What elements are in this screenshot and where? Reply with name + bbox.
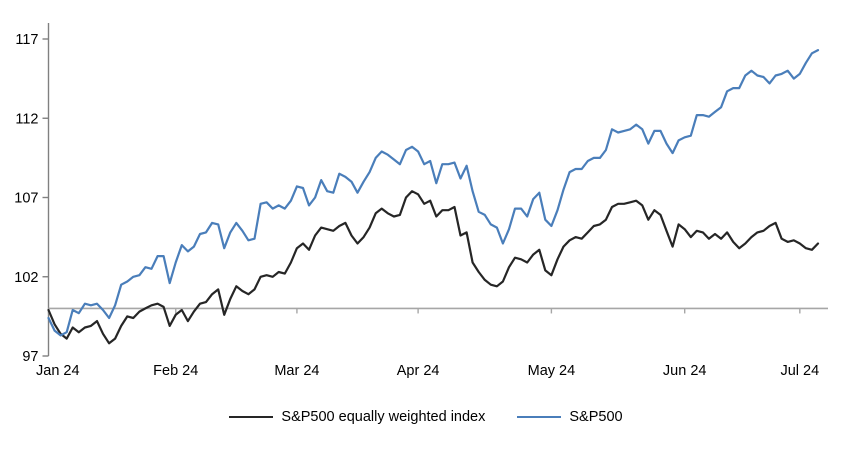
x-tick-label: Jan 24 [36,363,80,379]
y-tick-label: 107 [14,191,38,207]
x-tick-label: Mar 24 [274,363,319,379]
sp500-series-line [47,48,820,337]
legend-item-equal-weight: S&P500 equally weighted index [229,409,485,425]
equal-weight-series-line [47,190,820,345]
legend-item-sp500: S&P500 [517,409,623,425]
y-tick-label: 97 [22,349,38,365]
chart-legend: S&P500 equally weighted index S&P500 [0,409,852,425]
x-tick-label: Feb 24 [153,363,198,379]
x-tick-label: Jun 24 [663,363,707,379]
legend-label-equal-weight: S&P500 equally weighted index [281,409,486,425]
x-tick-label: Jul 24 [780,363,819,379]
legend-label-sp500: S&P500 [569,409,623,425]
equal-weight-line-swatch [229,416,274,418]
y-tick-label: 102 [14,270,38,286]
x-tick-label: May 24 [528,363,576,379]
y-tick-label: 112 [15,111,38,127]
x-tick-label: Apr 24 [397,363,440,379]
y-tick-label: 117 [15,32,38,48]
sp500-line-swatch [517,416,562,418]
